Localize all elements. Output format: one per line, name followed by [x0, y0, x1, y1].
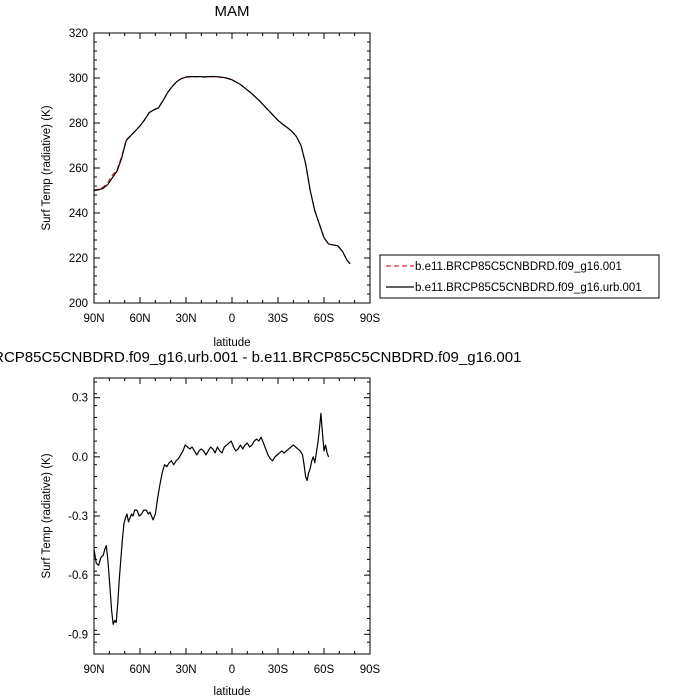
legend-box — [379, 254, 660, 299]
bottom-x-tick-label: 90S — [360, 664, 381, 676]
top-x-tick-label: 0 — [229, 313, 235, 325]
bottom-x-tick-label: 60N — [129, 664, 150, 676]
top-x-axis-label: latitude — [213, 337, 250, 349]
bottom-x-tick-label: 30N — [175, 664, 196, 676]
legend-label-base: b.e11.BRCP85C5CNBDRD.f09_g16.001 — [415, 261, 622, 273]
top-x-tick-label: 60N — [129, 313, 150, 325]
bottom-series-group — [93, 412, 330, 626]
bottom-y-axis-label: Surf Temp (radiative) (K) — [41, 453, 53, 578]
bottom-series-line-0 — [93, 412, 330, 626]
bottom-x-tick-label: 90N — [83, 664, 104, 676]
bottom-y-tick-label: 0.3 — [72, 393, 88, 405]
top-series-line-0 — [93, 76, 351, 265]
bottom-chart-title: b.e11.BRCP85C5CNBDRD.f09_g16.urb.001 - b… — [0, 349, 521, 366]
legend: b.e11.BRCP85C5CNBDRD.f09_g16.001 b.e11.B… — [379, 254, 660, 299]
top-x-tick-label: 90S — [360, 313, 381, 325]
legend-label-urb: b.e11.BRCP85C5CNBDRD.f09_g16.urb.001 — [415, 282, 642, 294]
bottom-y-tick-label: -0.9 — [68, 629, 88, 641]
top-y-tick-label: 260 — [69, 163, 88, 175]
top-y-tick-label: 240 — [69, 208, 88, 220]
top-x-tick-label: 60S — [314, 313, 335, 325]
top-x-tick-label: 30S — [268, 313, 289, 325]
bottom-ticks-group: 90N 60N 30N 0 30S 60S 90S 0.3 0.0 -0.3 -0.6 -0.9 — [68, 378, 381, 676]
top-series-line-1 — [93, 75, 351, 265]
bottom-x-tick-label: 0 — [229, 664, 235, 676]
bottom-y-tick-label: -0.3 — [68, 511, 88, 523]
bottom-panel: b.e11.BRCP85C5CNBDRD.f09_g16.urb.001 - b… — [0, 349, 521, 698]
bottom-x-tick-label: 30S — [268, 664, 289, 676]
bottom-y-tick-label: -0.6 — [68, 570, 88, 582]
top-x-tick-label: 30N — [175, 313, 196, 325]
bottom-y-tick-label: 0.0 — [72, 452, 88, 464]
top-plot-frame — [93, 32, 371, 304]
top-chart-title: MAM — [215, 3, 250, 20]
top-y-tick-label: 280 — [69, 118, 88, 130]
top-y-axis-label: Surf Temp (radiative) (K) — [41, 105, 53, 230]
top-series-group — [93, 75, 351, 265]
top-y-tick-label: 300 — [69, 73, 88, 85]
bottom-x-tick-label: 60S — [314, 664, 335, 676]
top-y-tick-label: 200 — [69, 298, 88, 310]
top-x-tick-label: 90N — [83, 313, 104, 325]
top-y-tick-label: 220 — [69, 253, 88, 265]
top-y-tick-label: 320 — [69, 28, 88, 40]
bottom-x-axis-label: latitude — [213, 686, 250, 698]
top-ticks-group: 90N 60N 30N 0 30S 60S 90S 200 220 240 260 280 300 320 — [69, 28, 381, 325]
bottom-plot-frame — [93, 377, 371, 655]
top-panel: MAM 90N 60N 30N 0 30S 60S 90S 200 220 240 260 280 30… — [41, 3, 381, 349]
